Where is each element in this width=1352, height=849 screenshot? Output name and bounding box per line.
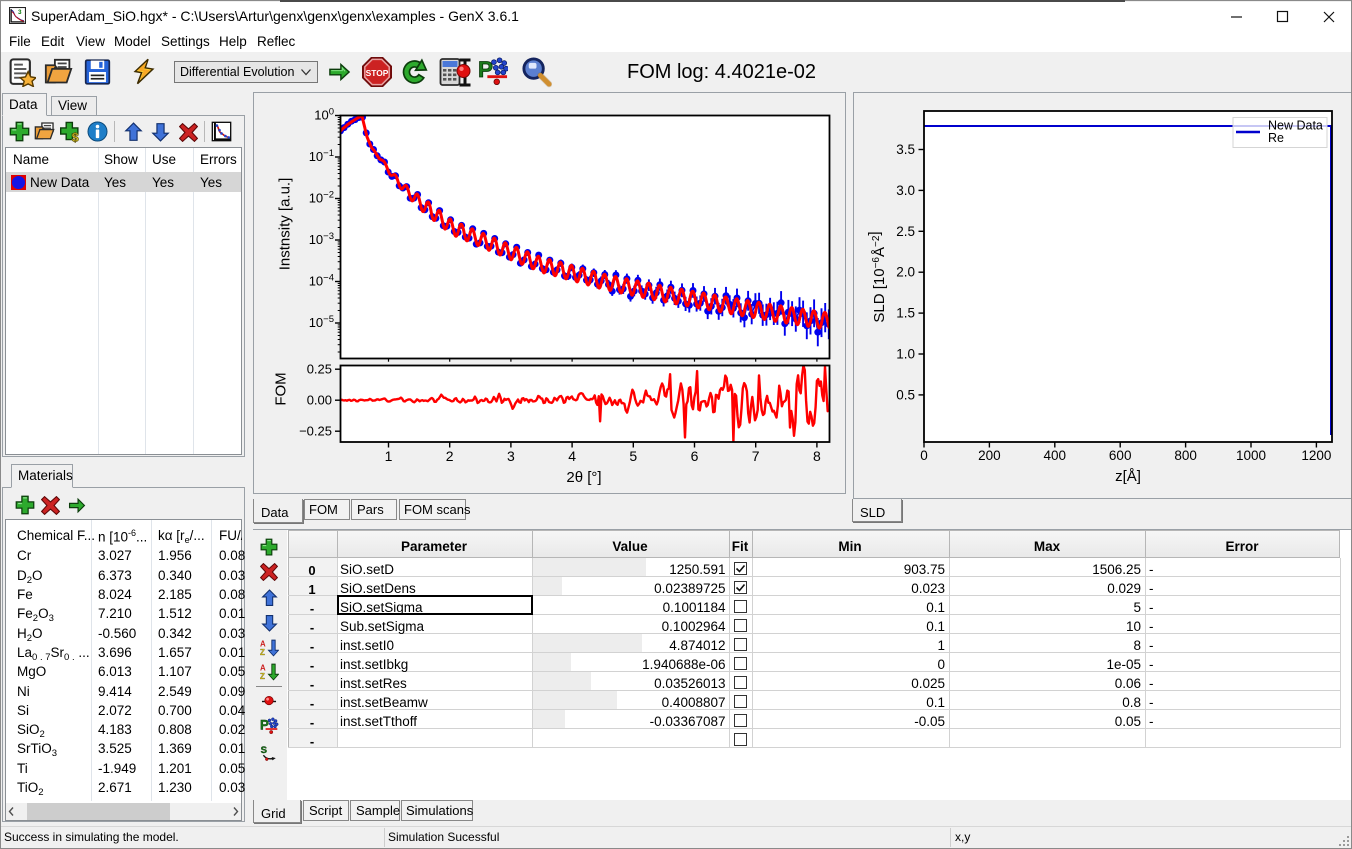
svg-text:5: 5	[629, 448, 637, 464]
svg-text:New Data: New Data	[1268, 119, 1323, 133]
svg-text:6: 6	[691, 448, 699, 464]
svg-text:7: 7	[752, 448, 760, 464]
svg-text:1: 1	[385, 448, 393, 464]
svg-text:1.0: 1.0	[896, 347, 915, 362]
svg-text:800: 800	[1174, 448, 1197, 463]
svg-text:2: 2	[446, 448, 454, 464]
svg-text:Z: Z	[260, 672, 265, 681]
svg-text:1200: 1200	[1301, 448, 1331, 463]
svg-text:A: A	[260, 663, 266, 672]
svg-text:3: 3	[18, 9, 22, 16]
svg-text:0: 0	[920, 448, 928, 463]
svg-text:0.00: 0.00	[307, 393, 332, 408]
svg-text:Instnsity [a.u.]: Instnsity [a.u.]	[277, 178, 294, 271]
svg-text:3: 3	[507, 448, 515, 464]
svg-text:3.5: 3.5	[896, 142, 915, 157]
svg-text:8: 8	[813, 448, 821, 464]
svg-text:4: 4	[568, 448, 576, 464]
svg-text:z[Å]: z[Å]	[1115, 468, 1141, 485]
svg-text:400: 400	[1044, 448, 1067, 463]
svg-text:A: A	[260, 639, 266, 648]
svg-text:Re: Re	[1268, 131, 1284, 145]
svg-text:$: $	[72, 131, 79, 143]
svg-text:2.5: 2.5	[896, 224, 915, 239]
svg-text:3.0: 3.0	[896, 183, 915, 198]
svg-text:600: 600	[1109, 448, 1132, 463]
svg-text:STOP: STOP	[366, 68, 389, 78]
svg-text:0.25: 0.25	[307, 362, 332, 377]
svg-text:0.5: 0.5	[896, 387, 915, 402]
svg-text:1000: 1000	[1236, 448, 1266, 463]
svg-text:Z: Z	[260, 648, 265, 657]
svg-text:P: P	[478, 57, 493, 82]
svg-text:2.0: 2.0	[896, 265, 915, 280]
svg-text:200: 200	[978, 448, 1001, 463]
svg-text:−0.25: −0.25	[299, 424, 332, 439]
svg-text:S: S	[261, 745, 267, 756]
svg-text:2θ [°]: 2θ [°]	[566, 469, 601, 486]
svg-text:FOM: FOM	[273, 372, 290, 405]
svg-text:1.5: 1.5	[896, 306, 915, 321]
svg-text:P: P	[260, 717, 269, 732]
svg-text:SLD [10−6Å−2]: SLD [10−6Å−2]	[866, 231, 888, 322]
